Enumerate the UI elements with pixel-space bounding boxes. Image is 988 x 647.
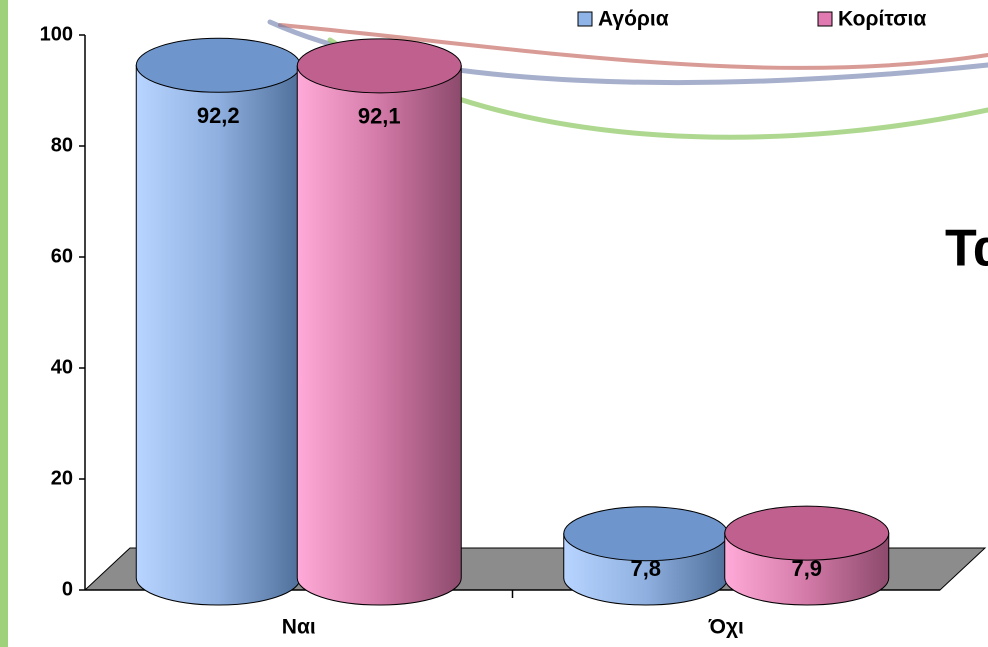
x-tick-label: Όχι (708, 616, 744, 639)
x-tick-label: Ναι (282, 616, 316, 639)
y-tick-label: 40 (51, 356, 73, 378)
bar-top (724, 505, 890, 561)
legend-swatch (577, 11, 593, 27)
bar-top (296, 38, 462, 94)
y-tick-label: 20 (51, 467, 73, 489)
y-tick-label: 100 (40, 23, 73, 45)
bar (135, 64, 301, 606)
value-label: 7,9 (791, 556, 822, 581)
side-stripe (0, 0, 8, 647)
cylinder (135, 37, 301, 606)
y-tick-label: 0 (62, 578, 73, 600)
cylinder (724, 505, 890, 606)
bar-top (563, 506, 729, 562)
annotation: Τα (945, 220, 988, 278)
legend-swatch (817, 11, 833, 27)
value-label: 92,2 (197, 103, 240, 128)
cylinder (296, 38, 462, 606)
bar-top (135, 37, 301, 93)
value-label: 7,8 (630, 556, 661, 581)
bar (296, 65, 462, 606)
y-tick-label: 60 (51, 245, 73, 267)
y-tick-label: 80 (51, 134, 73, 156)
cylinder (563, 506, 729, 606)
legend-label: Αγόρια (598, 8, 669, 31)
value-label: 92,1 (358, 104, 401, 129)
legend-label: Κορίτσια (838, 8, 926, 31)
